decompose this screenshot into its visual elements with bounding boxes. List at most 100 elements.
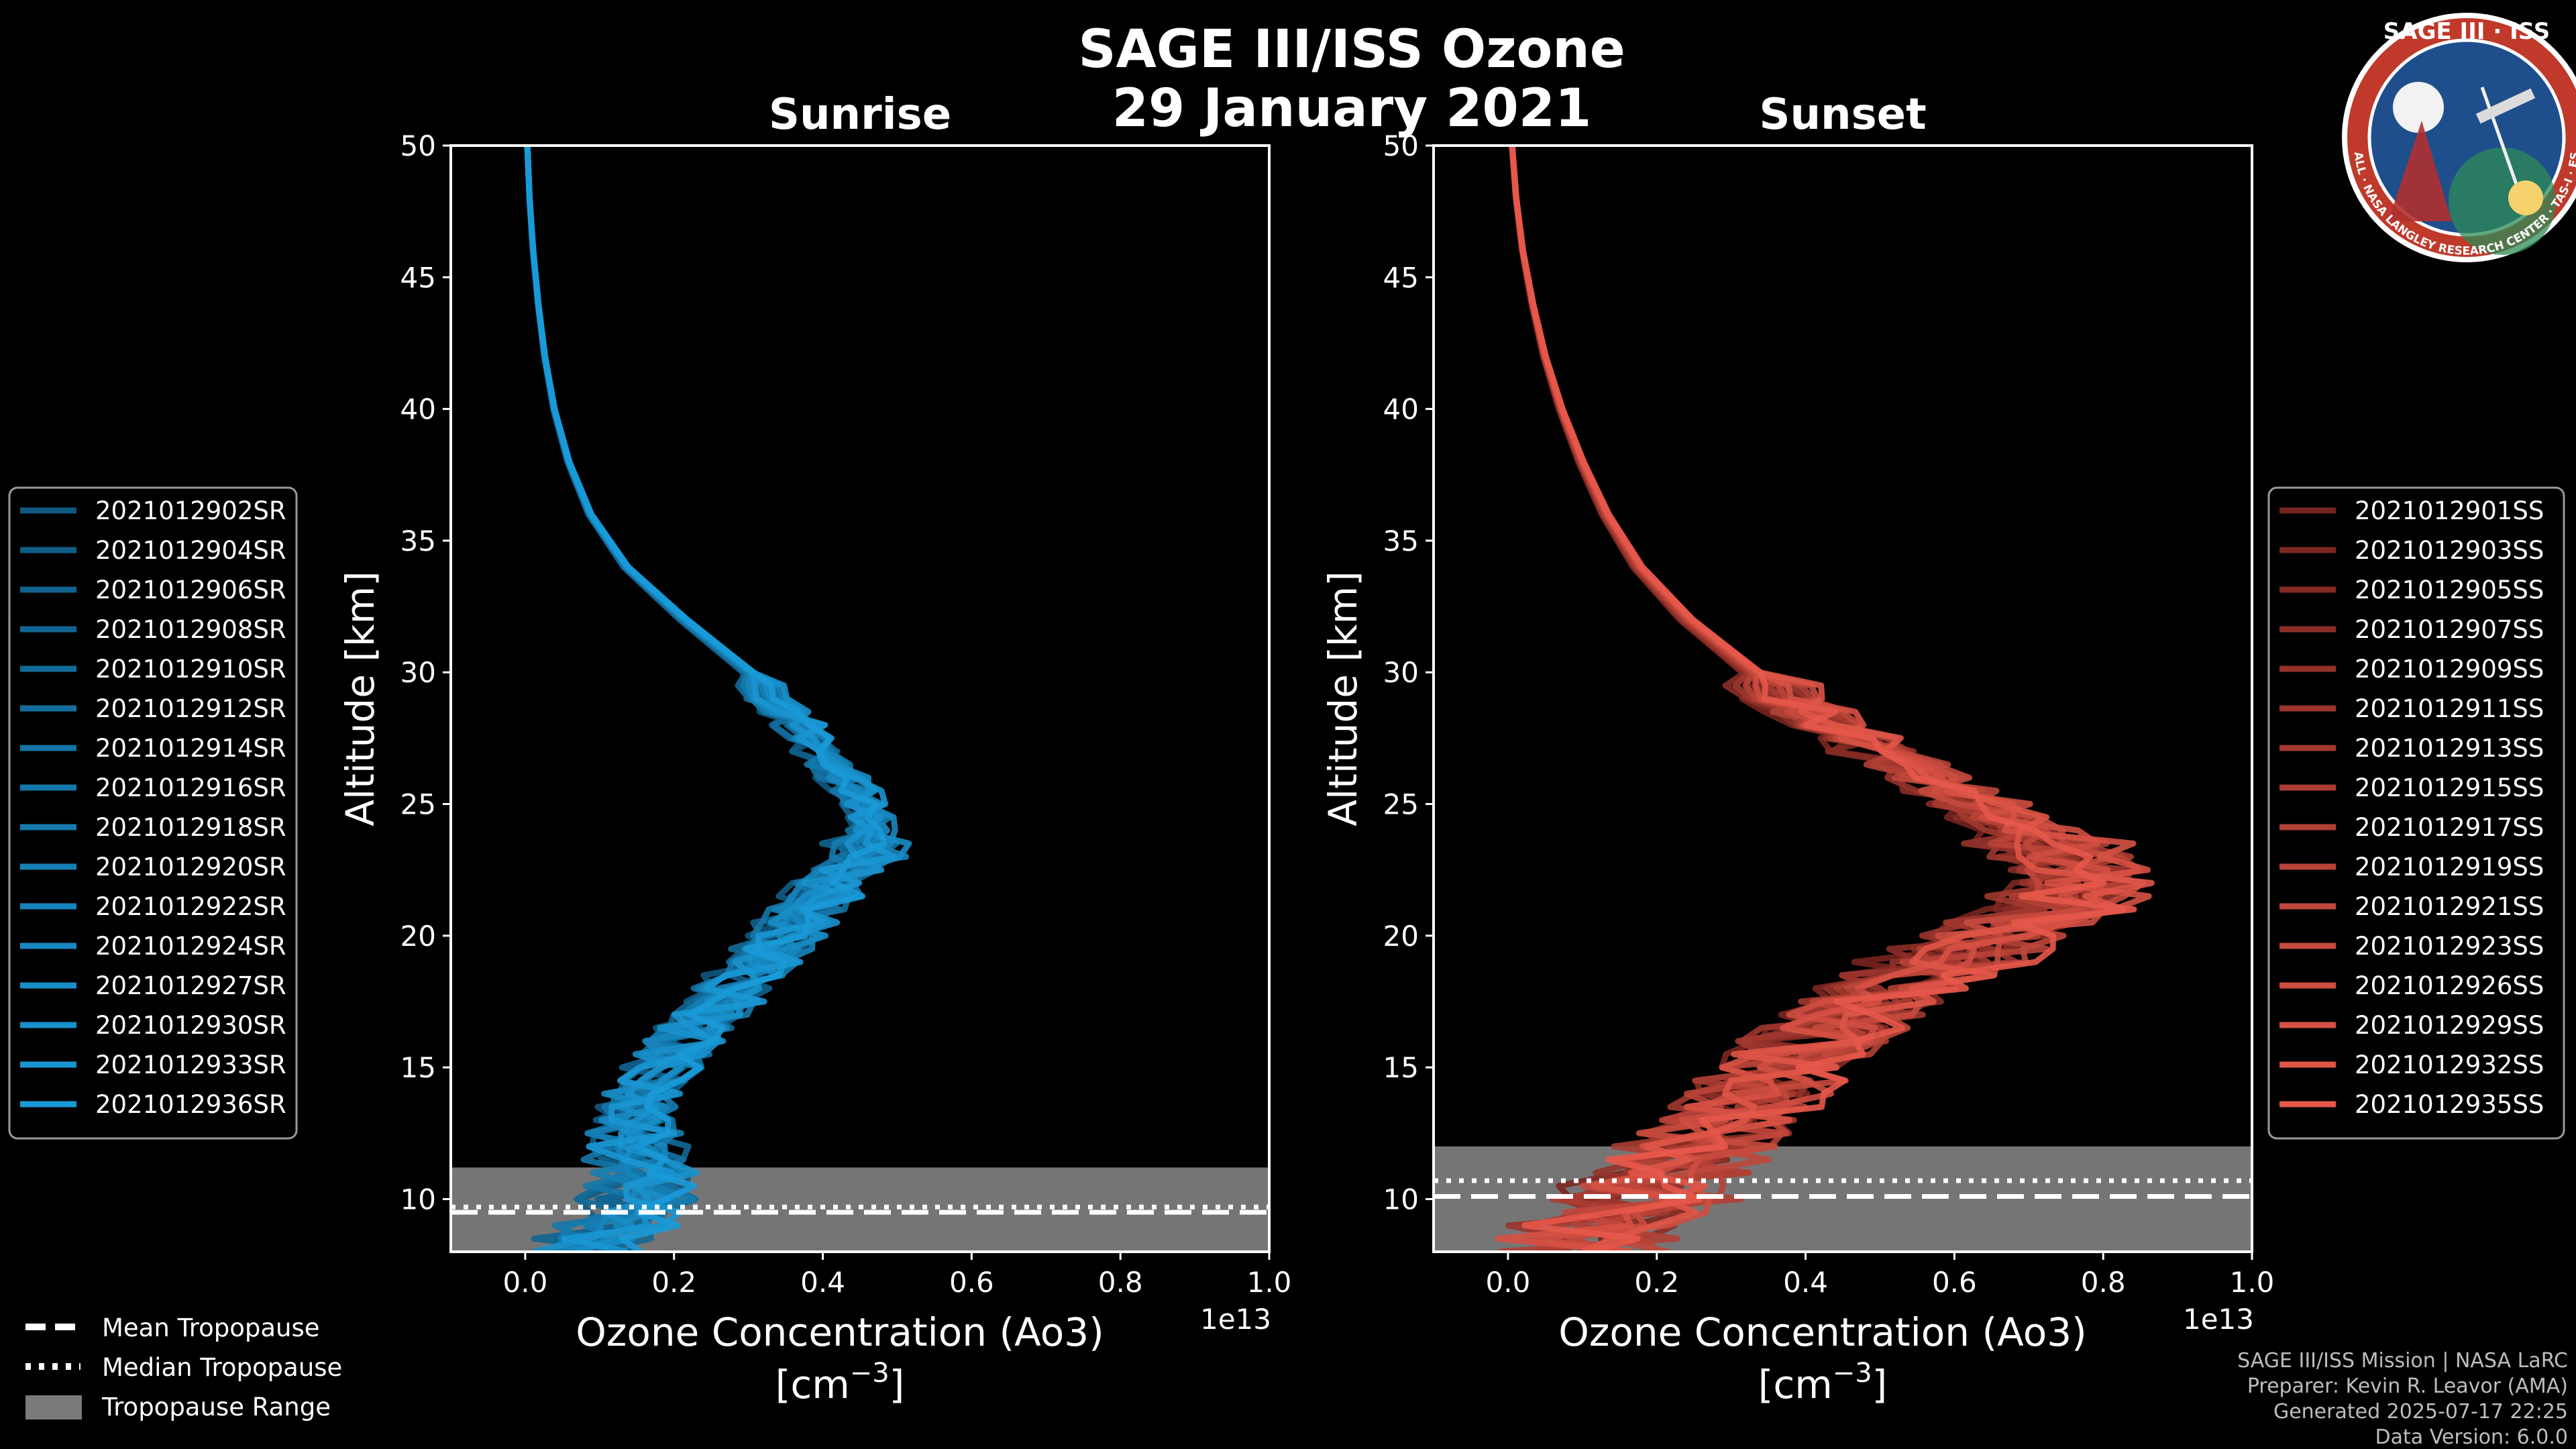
legend-label-2021012909SS: 2021012909SS [2355, 655, 2544, 684]
legend-label-2021012922SR: 2021012922SR [95, 892, 286, 921]
credit-generated: Generated 2025-07-17 22:25 [2273, 1400, 2568, 1424]
x-scale-label: 1e13 [2183, 1303, 2254, 1336]
y-axis-label: Altitude [km] [1320, 571, 1366, 826]
profile-2021012933SR [524, 146, 897, 1252]
credits: SAGE III/ISS Mission | NASA LaRC Prepare… [2237, 1349, 2568, 1449]
profile-2021012910SR [524, 146, 890, 1252]
x-tick-label: 0.4 [1783, 1266, 1828, 1299]
y-tick-label: 20 [1383, 920, 1419, 953]
y-axis-label: Altitude [km] [337, 571, 383, 826]
profile-lines [1495, 146, 2155, 1252]
legend-label-2021012935SS: 2021012935SS [2355, 1090, 2544, 1119]
legend-label-2021012901SS: 2021012901SS [2355, 496, 2544, 525]
profile-2021012906SR [524, 146, 888, 1252]
legend-label-2021012930SR: 2021012930SR [95, 1011, 286, 1040]
profile-2021012914SR [524, 146, 881, 1252]
profile-2021012908SR [524, 146, 891, 1252]
y-tick-label: 15 [1383, 1051, 1419, 1084]
legend-label-2021012914SR: 2021012914SR [95, 734, 286, 763]
legend-label-2021012912SR: 2021012912SR [95, 694, 286, 723]
profile-2021012912SR [524, 146, 889, 1252]
y-tick-label: 30 [400, 656, 436, 689]
y-tick-label: 35 [400, 525, 436, 557]
y-tick-label: 50 [400, 129, 436, 162]
legend-label-2021012917SS: 2021012917SS [2355, 813, 2544, 842]
legend-label-2021012936SR: 2021012936SR [95, 1090, 286, 1119]
sunset-panel: Sunset 0.0 0.2 0.4 0.6 0.8 1.0 10 15 20 25 30 35 40 45… [1320, 90, 2274, 1407]
x-tick-label: 0.8 [1098, 1266, 1143, 1299]
legend-label-2021012908SR: 2021012908SR [95, 615, 286, 644]
legend-label-2021012923SS: 2021012923SS [2355, 932, 2544, 961]
profile-2021012927SR [524, 146, 912, 1252]
legend-label-2021012905SS: 2021012905SS [2355, 576, 2544, 604]
x-tick-label: 1.0 [1247, 1266, 1292, 1299]
x-tick-label: 1.0 [2230, 1266, 2275, 1299]
panel-title: Sunrise [769, 90, 951, 140]
y-tick-label: 40 [1383, 393, 1419, 426]
sunset-legend: 2021012901SS 2021012903SS 2021012905SS 2021… [2267, 486, 2565, 1140]
profile-2021012916SR [524, 146, 900, 1252]
credit-mission: SAGE III/ISS Mission | NASA LaRC [2237, 1349, 2568, 1373]
x-axis-label: Ozone Concentration (Ao3) [1558, 1309, 2087, 1355]
y-tick-label: 10 [400, 1183, 436, 1216]
profile-2021012904SR [524, 146, 897, 1252]
x-tick-label: 0.8 [2081, 1266, 2126, 1299]
tropopause-range-swatch [25, 1395, 82, 1419]
legend-label-2021012916SR: 2021012916SR [95, 773, 286, 802]
legend-frame [8, 486, 298, 1140]
legend-label-2021012921SS: 2021012921SS [2355, 892, 2544, 921]
legend-label-2021012927SR: 2021012927SR [95, 971, 286, 1000]
legend-label-2021012918SR: 2021012918SR [95, 813, 286, 842]
x-tick-label: 0.6 [949, 1266, 994, 1299]
profile-2021012902SR [524, 146, 871, 1252]
axes-frame [449, 144, 1271, 1253]
median-tropopause-label: Median Tropopause [102, 1353, 342, 1382]
x-tick-label: 0.2 [1634, 1266, 1679, 1299]
y-tick-label: 15 [400, 1051, 436, 1084]
credit-preparer: Preparer: Kevin R. Leavor (AMA) [2247, 1375, 2568, 1398]
legend-label-2021012902SR: 2021012902SR [95, 496, 286, 525]
legend-label-2021012933SR: 2021012933SR [95, 1051, 286, 1079]
y-tick-label: 35 [1383, 525, 1419, 557]
profile-2021012935SS [1509, 146, 2137, 1252]
profile-2021012930SR [524, 146, 885, 1252]
x-axis-units: [cm−3] [775, 1358, 905, 1407]
legend-label-2021012910SR: 2021012910SR [95, 655, 286, 684]
x-tick-label: 0.6 [1932, 1266, 1977, 1299]
profile-2021012924SR [524, 146, 898, 1252]
legend-label-2021012903SS: 2021012903SS [2355, 536, 2544, 565]
y-tick-label: 25 [400, 788, 436, 821]
x-tick-label: 0.4 [800, 1266, 845, 1299]
y-tick-label: 25 [1383, 788, 1419, 821]
logo-title: SAGE III · ISS [2383, 18, 2550, 45]
credit-version: Data Version: 6.0.0 [2375, 1426, 2568, 1449]
legend-frame [2267, 486, 2565, 1140]
x-axis-units: [cm−3] [1758, 1358, 1888, 1407]
legend-label-2021012907SS: 2021012907SS [2355, 615, 2544, 644]
x-tick-label: 0.2 [651, 1266, 696, 1299]
tropopause-range-label: Tropopause Range [101, 1393, 331, 1421]
x-scale-label: 1e13 [1200, 1303, 1271, 1336]
legend-label-2021012911SS: 2021012911SS [2355, 694, 2544, 723]
profile-2021012936SR [524, 146, 888, 1252]
legend-label-2021012915SS: 2021012915SS [2355, 773, 2544, 802]
y-tick-label: 40 [400, 393, 436, 426]
profile-lines [524, 146, 912, 1252]
legend-label-2021012904SR: 2021012904SR [95, 536, 286, 565]
y-tick-label: 20 [400, 920, 436, 953]
x-tick-label: 0.0 [503, 1266, 548, 1299]
legend-label-2021012929SS: 2021012929SS [2355, 1011, 2544, 1040]
mean-tropopause-label: Mean Tropopause [102, 1313, 320, 1342]
legend-label-2021012919SS: 2021012919SS [2355, 853, 2544, 881]
sunrise-panel: Sunrise 0.0 0.2 0.4 0.6 0.8 1.0 10 15 20 25 30 35 40 4… [337, 90, 1291, 1407]
legend-label-2021012926SS: 2021012926SS [2355, 971, 2544, 1000]
panel-title: Sunset [1759, 90, 1926, 140]
legend-label-2021012913SS: 2021012913SS [2355, 734, 2544, 763]
legend-label-2021012932SS: 2021012932SS [2355, 1051, 2544, 1079]
figure-date: 29 January 2021 [1112, 78, 1592, 139]
x-axis-label: Ozone Concentration (Ao3) [576, 1309, 1104, 1355]
profile-2021012922SR [524, 146, 910, 1252]
sunrise-legend: 2021012902SR 2021012904SR 2021012906SR 2021… [8, 486, 298, 1140]
y-tick-label: 50 [1383, 129, 1419, 162]
profile-2021012918SR [524, 146, 893, 1252]
